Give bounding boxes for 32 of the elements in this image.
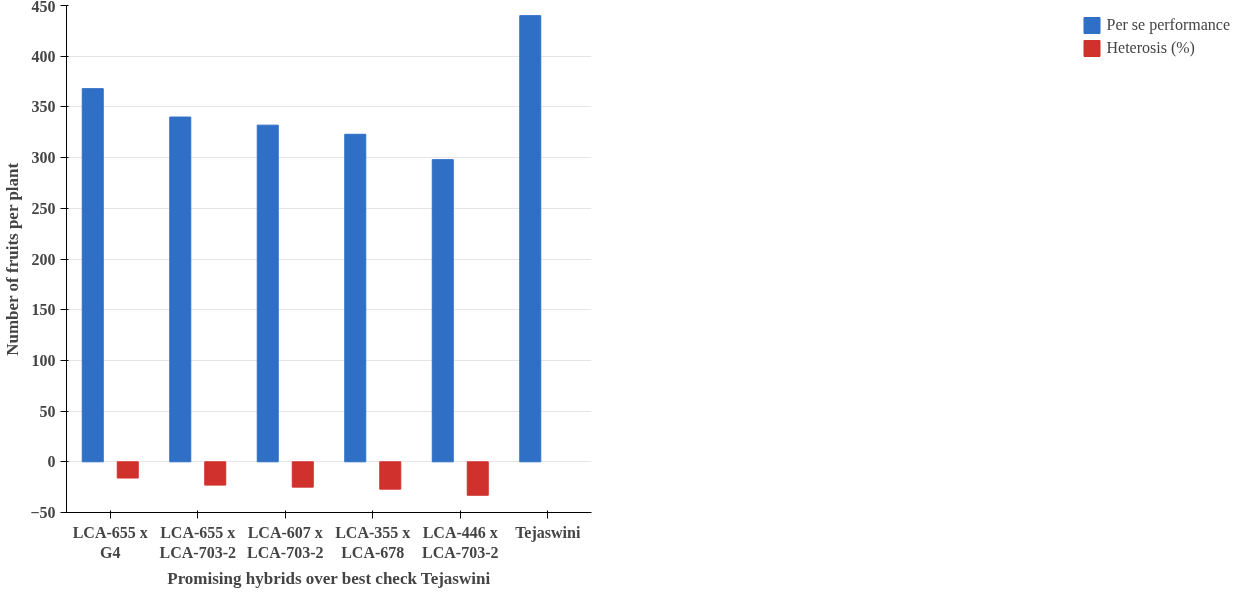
- x-tick-label: LCA-446 x LCA-703-2: [422, 523, 499, 561]
- y-tick-label: 0: [47, 453, 56, 471]
- bar: [291, 461, 314, 488]
- x-tick-label: LCA-355 x LCA-678: [335, 523, 411, 561]
- x-tick-label: LCA-655 x LCA-703-2: [159, 523, 236, 561]
- y-tick-label: 150: [31, 301, 56, 319]
- y-tick-label: −50: [30, 504, 56, 521]
- x-tick-label: LCA-607 x LCA-703-2: [247, 523, 324, 561]
- y-tick-label: 350: [31, 98, 56, 116]
- y-tick-label: 50: [39, 402, 56, 420]
- bar: [256, 124, 279, 463]
- bar: [169, 116, 192, 463]
- bar: [204, 461, 227, 486]
- y-tick-label: 100: [31, 351, 56, 369]
- bar: [519, 15, 542, 463]
- bar: [379, 461, 402, 490]
- y-tick-label: 200: [31, 250, 56, 268]
- y-tick-label: 300: [31, 149, 56, 167]
- x-tick-label: Tejaswini: [515, 523, 581, 542]
- legend-label: Heterosis (%): [1106, 39, 1195, 57]
- bar: [466, 461, 489, 496]
- y-tick-label: 450: [31, 0, 56, 15]
- bar: [344, 133, 367, 463]
- bar: [81, 88, 104, 463]
- y-tick-label: 250: [31, 199, 56, 217]
- x-axis-title: Promising hybrids over best check Tejaswini: [167, 568, 491, 588]
- bar: [116, 461, 139, 479]
- x-tick-label: LCA-655 x G4: [72, 523, 148, 561]
- bar: [431, 159, 454, 463]
- y-axis-title: Number of fruits per plant: [3, 162, 23, 356]
- legend-label: Per se performance: [1106, 16, 1230, 34]
- y-tick-label: 400: [31, 47, 56, 65]
